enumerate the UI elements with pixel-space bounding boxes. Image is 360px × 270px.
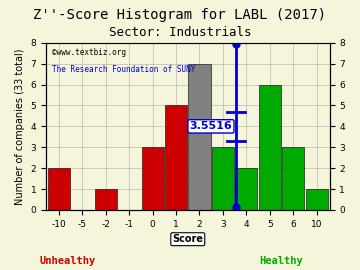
Bar [141, 147, 164, 210]
Text: The Research Foundation of SUNY: The Research Foundation of SUNY [52, 65, 195, 73]
Bar [48, 168, 70, 210]
Bar [282, 147, 304, 210]
Bar [165, 106, 187, 210]
Text: 3.5516: 3.5516 [190, 121, 232, 131]
Text: Sector: Industrials: Sector: Industrials [109, 26, 251, 39]
X-axis label: Score: Score [172, 234, 203, 244]
Text: ©www.textbiz.org: ©www.textbiz.org [52, 48, 126, 57]
Bar [188, 64, 211, 210]
Text: Healthy: Healthy [259, 256, 303, 266]
Y-axis label: Number of companies (33 total): Number of companies (33 total) [15, 48, 25, 205]
Bar [235, 168, 257, 210]
Bar [95, 189, 117, 210]
Bar [212, 147, 234, 210]
Bar [258, 85, 281, 210]
Text: Z''-Score Histogram for LABL (2017): Z''-Score Histogram for LABL (2017) [33, 8, 327, 22]
Bar [306, 189, 328, 210]
Text: Unhealthy: Unhealthy [40, 256, 96, 266]
